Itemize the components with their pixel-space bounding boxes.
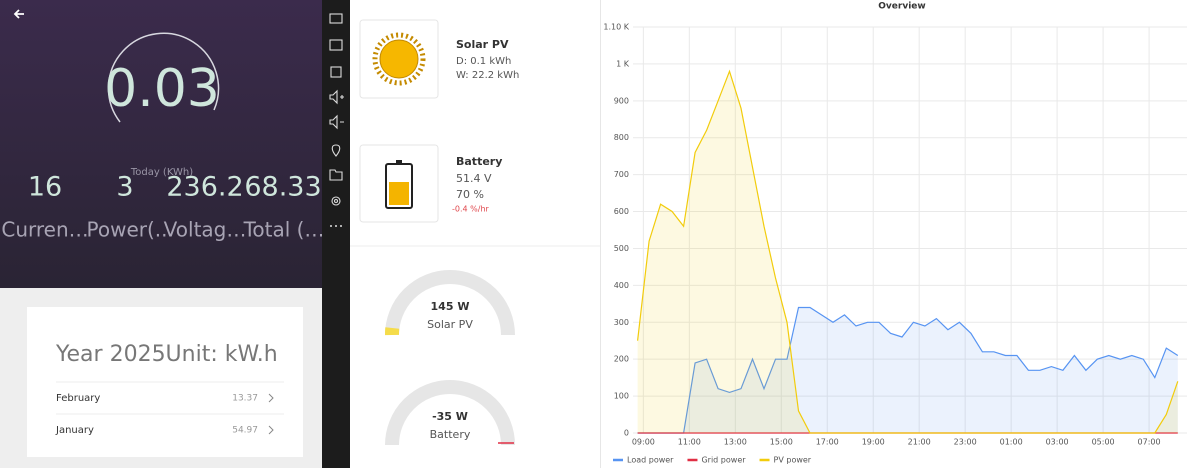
chart-title: Overview xyxy=(878,2,925,12)
stat-label: Curren… xyxy=(1,218,88,242)
y-tick-label: 100 xyxy=(614,392,629,401)
x-tick-label: 23:00 xyxy=(954,438,977,447)
battery-icon xyxy=(386,160,412,208)
y-tick-label: 1.10 K xyxy=(603,23,629,32)
y-tick-label: 0 xyxy=(624,429,629,438)
y-tick-label: 600 xyxy=(614,207,629,216)
phone-header xyxy=(0,0,322,288)
month-value: 54.97 xyxy=(232,426,258,436)
month[interactable]: February xyxy=(56,393,100,404)
today-value: 0.03 xyxy=(104,59,220,119)
legend-label[interactable]: PV power xyxy=(774,456,812,465)
solar-title: Solar PV xyxy=(456,38,509,51)
legend-label[interactable]: Load power xyxy=(627,456,674,465)
x-tick-label: 21:00 xyxy=(908,438,931,447)
year-title: Year 2025Unit: kW.h xyxy=(55,342,278,367)
battery-title: Battery xyxy=(456,155,502,168)
x-tick-label: 13:00 xyxy=(724,438,747,447)
chart: 0 100 200 300 400 500 600 700 800 900 1 K 1.10 K 09:… xyxy=(603,23,1187,465)
x-tick-label: 03:00 xyxy=(1046,438,1069,447)
gauge-value: -35 W xyxy=(432,410,468,423)
stat-label: Voltag… xyxy=(164,218,247,242)
x-tick-label: 05:00 xyxy=(1092,438,1115,447)
y-tick-label: 700 xyxy=(614,170,629,179)
y-tick-label: 300 xyxy=(614,318,629,327)
stat-label: Power(.. xyxy=(87,218,168,242)
toolbar-bg xyxy=(322,0,350,468)
gauge-label: Solar PV xyxy=(427,318,473,331)
stat-value: 3 xyxy=(116,172,133,203)
month[interactable]: January xyxy=(55,425,94,436)
x-tick-label: 09:00 xyxy=(632,438,655,447)
y-tick-label: 400 xyxy=(614,281,629,290)
toolbar xyxy=(322,0,350,468)
gauge-label: Battery xyxy=(430,428,471,441)
battery-voltage: 51.4 V xyxy=(456,172,492,185)
stat-label: Total (… xyxy=(243,218,325,242)
legend-label[interactable]: Grid power xyxy=(701,456,746,465)
month-value: 13.37 xyxy=(232,394,258,404)
solar-week: W: 22.2 kWh xyxy=(456,70,519,81)
y-tick-label: 500 xyxy=(614,244,629,253)
x-tick-label: 17:00 xyxy=(816,438,839,447)
x-tick-label: 19:00 xyxy=(862,438,885,447)
solar-day: D: 0.1 kWh xyxy=(456,56,511,67)
y-tick-label: 200 xyxy=(614,355,629,364)
stat-value: 68.33 xyxy=(244,172,321,203)
y-tick-label: 1 K xyxy=(616,59,630,68)
stat-value: 16 xyxy=(28,172,62,203)
x-tick-label: 15:00 xyxy=(770,438,793,447)
y-tick-label: 900 xyxy=(614,96,629,105)
battery-charge: 70 % xyxy=(456,188,484,201)
battery-rate: -0.4 %/hr xyxy=(452,205,490,214)
x-tick-label: 11:00 xyxy=(678,438,701,447)
gauge-value: 145 W xyxy=(431,300,470,313)
dashboard: Solar PV D: 0.1 kWh W: 22.2 kWh Battery … xyxy=(350,0,601,468)
phone-panel: 0.03 Today (KWh) 16 3 236.2 68.33 Curren… xyxy=(0,0,324,468)
x-tick-label: 01:00 xyxy=(1000,438,1023,447)
stat-value: 236.2 xyxy=(166,172,243,203)
x-tick-label: 07:00 xyxy=(1138,438,1161,447)
y-tick-label: 800 xyxy=(614,133,629,142)
